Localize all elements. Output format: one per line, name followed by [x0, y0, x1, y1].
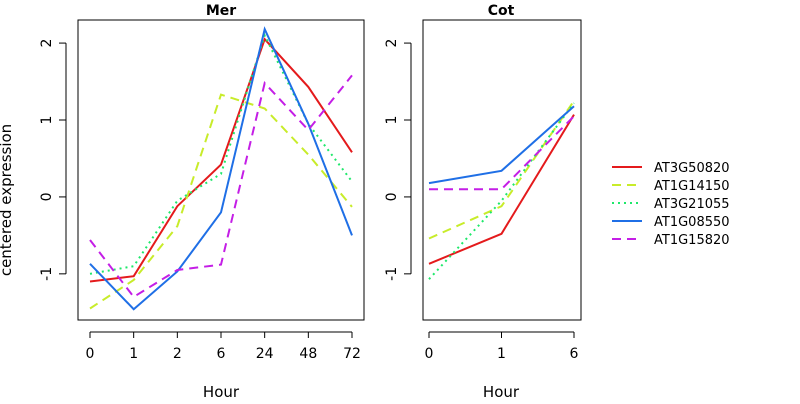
y-tick-label: 2: [384, 39, 400, 48]
panel-mer: Mer -1 0 1 2 0 1 2 6 24 48 72 Hour: [39, 3, 365, 401]
series-line-at1g15820: [89, 74, 353, 299]
series-lines: [89, 26, 353, 311]
y-axis: -1 0 1 2: [39, 39, 67, 281]
series-line-at1g14150: [428, 100, 575, 240]
legend-label: AT1G08550: [654, 215, 730, 230]
series-lines: [428, 100, 575, 280]
y-tick-label: 1: [384, 116, 400, 125]
y-tick-label: -1: [39, 267, 55, 281]
x-tick-label: 0: [86, 346, 95, 362]
x-tick-label: 6: [570, 346, 579, 362]
series-line-at1g08550: [89, 26, 353, 311]
y-tick-label: 2: [39, 39, 55, 48]
y-axis-label: centered expression: [0, 124, 15, 276]
legend-label: AT3G50820: [654, 161, 730, 176]
x-axis: 0 1 2 6 24 48 72: [86, 331, 361, 362]
series-line-at3g50820: [89, 37, 353, 283]
panel-cot: Cot -1 0 1 2 0 1 6 Hour: [384, 3, 582, 401]
y-tick-label: 0: [384, 192, 400, 201]
x-tick-label: 1: [497, 346, 506, 362]
x-tick-label: 2: [173, 346, 182, 362]
series-line-at1g08550: [428, 105, 575, 185]
x-tick-label: 0: [425, 346, 434, 362]
series-line-at1g14150: [89, 93, 353, 310]
series-line-at1g15820: [429, 115, 575, 191]
x-tick-label: 48: [299, 346, 317, 362]
legend-label: AT3G21055: [654, 197, 730, 212]
x-tick-label: 6: [217, 346, 226, 362]
y-tick-label: 1: [39, 116, 55, 125]
x-tick-label: 1: [129, 346, 138, 362]
plot-frame: [77, 19, 365, 321]
series-line-at3g50820: [428, 114, 575, 265]
series-line-at3g21055: [89, 32, 353, 275]
x-axis-label: Hour: [203, 383, 240, 400]
series-line-at3g21055: [428, 102, 575, 280]
panel-title: Cot: [488, 3, 515, 19]
x-axis-label: Hour: [483, 383, 520, 400]
y-tick-label: 0: [39, 192, 55, 201]
plot-frame: [422, 19, 582, 321]
x-tick-label: 72: [343, 346, 361, 362]
x-axis: 0 1 6: [425, 331, 579, 362]
legend-label: AT1G14150: [654, 179, 730, 194]
legend: AT3G50820 AT1G14150 AT3G21055 AT1G08550 AT1G…: [612, 161, 730, 248]
legend-label: AT1G15820: [654, 233, 730, 248]
y-tick-label: -1: [384, 267, 400, 281]
x-tick-label: 24: [256, 346, 274, 362]
panel-title: Mer: [206, 3, 236, 19]
y-axis: -1 0 1 2: [384, 39, 412, 281]
